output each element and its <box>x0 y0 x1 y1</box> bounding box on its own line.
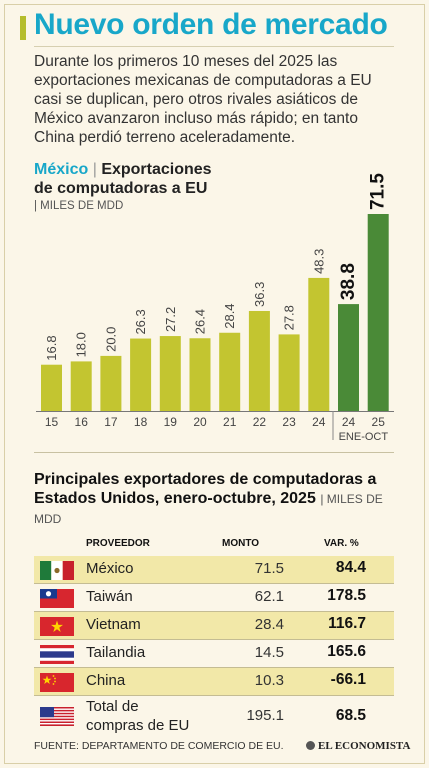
table-row: Taiwán 62.1 178.5 <box>34 584 394 611</box>
bar-value-label: 16.8 <box>44 335 59 360</box>
x-tick-label: 20 <box>193 415 207 429</box>
header-var: VAR. % <box>324 538 359 549</box>
row-name: México <box>86 560 134 577</box>
x-tick-label: 22 <box>253 415 267 429</box>
total-name-line-1: Total de <box>86 698 139 715</box>
bar-value-label: 38.8 <box>338 263 359 300</box>
total-amount: 195.1 <box>246 707 284 724</box>
bar-value-label: 28.4 <box>222 303 237 328</box>
row-var: -66.1 <box>330 671 366 688</box>
bar-value-label: 27.2 <box>163 307 178 332</box>
thailand-flag-icon <box>40 645 74 664</box>
table-title-unit: | MILES DE MDD <box>34 492 383 526</box>
brand-mark-icon <box>306 741 315 750</box>
title-accent-bar <box>20 16 26 40</box>
row-amount: 14.5 <box>254 644 284 661</box>
chart-heading-country: México <box>34 161 89 178</box>
row-amount: 28.4 <box>254 616 284 633</box>
table-row-total: Total de compras de EU 195.1 68.5 <box>34 697 394 735</box>
x-tick-label: 21 <box>223 415 237 429</box>
bar-chart: 16.8 15 18.0 16 20.0 17 26.3 18 27.2 19 26.4 20 28.4… <box>36 173 394 443</box>
row-name: Vietnam <box>86 616 141 633</box>
bar <box>100 355 122 411</box>
bar-value-label: 20.0 <box>103 327 118 352</box>
x-tick-label: 24 <box>342 415 356 429</box>
total-var: 68.5 <box>335 707 366 724</box>
source-note: FUENTE: DEPARTAMENTO DE COMERCIO DE EU. <box>34 740 284 752</box>
x-tick-label: 17 <box>104 415 118 429</box>
bar-value-label: 26.4 <box>193 309 208 334</box>
row-divider <box>34 583 394 584</box>
bar <box>248 310 270 411</box>
bar <box>159 336 181 411</box>
row-amount: 62.1 <box>254 588 284 605</box>
chart-unit-label: | MILES DE MDD <box>34 200 124 212</box>
row-name: Taiwán <box>86 588 133 605</box>
bar-value-label: 27.8 <box>282 305 297 330</box>
row-var: 165.6 <box>327 643 366 660</box>
table-row: Vietnam 28.4 116.7 <box>34 612 394 639</box>
bar <box>278 334 300 411</box>
chart-heading-title-2: de computadoras a EU <box>34 180 208 197</box>
table-row: México 71.5 84.4 <box>34 556 394 583</box>
period-label: ENE-OCT <box>339 431 389 443</box>
header-amount: MONTO <box>222 538 260 549</box>
mexico-flag-icon <box>40 561 74 580</box>
x-tick-label: 24 <box>312 415 326 429</box>
row-divider <box>34 639 394 640</box>
x-tick-label: 25 <box>372 415 386 429</box>
bar <box>308 277 330 411</box>
brand-name: EL ECONOMISTA <box>318 740 411 752</box>
row-var: 178.5 <box>327 587 366 604</box>
row-amount: 71.5 <box>254 560 284 577</box>
total-name-line-2: compras de EU <box>86 717 190 734</box>
bar <box>130 338 152 411</box>
bar <box>70 361 92 411</box>
title-divider <box>34 46 394 47</box>
table-row: Tailandia 14.5 165.6 <box>34 640 394 667</box>
bar <box>189 338 211 411</box>
bar <box>338 304 359 411</box>
x-tick-label: 23 <box>282 415 296 429</box>
row-divider <box>34 667 394 668</box>
bar-value-label: 36.3 <box>252 282 267 307</box>
row-var: 84.4 <box>335 559 366 576</box>
bar-value-label: 48.3 <box>311 249 326 274</box>
intro-text: Durante los primeros 10 meses del 2025 l… <box>34 53 372 146</box>
row-name: China <box>86 672 126 689</box>
chart-heading-title-1: Exportaciones <box>101 161 212 178</box>
row-name: Tailandia <box>86 644 146 661</box>
section-divider <box>34 452 394 453</box>
page-title: Nuevo orden de mercado <box>34 8 388 41</box>
bar <box>219 332 241 411</box>
total-name: Total de compras de EU <box>86 697 189 735</box>
usa-flag-icon <box>40 707 74 726</box>
table-title-text: Principales exportadores de computadoras… <box>34 471 377 507</box>
taiwan-flag-icon <box>40 589 74 608</box>
chart-heading-separator: | <box>92 161 97 178</box>
row-amount: 10.3 <box>254 672 284 689</box>
bar-value-label: 18.0 <box>74 332 89 357</box>
table-title: Principales exportadores de computadoras… <box>34 470 396 529</box>
infographic-frame <box>4 4 425 764</box>
table-row: China 10.3 -66.1 <box>34 668 394 695</box>
x-tick-label: 16 <box>75 415 89 429</box>
china-flag-icon <box>40 673 74 692</box>
x-tick-label: 18 <box>134 415 148 429</box>
brand-logo: EL ECONOMISTA <box>306 740 410 752</box>
row-divider <box>34 695 394 696</box>
vietnam-flag-icon <box>40 617 74 636</box>
row-divider <box>34 611 394 612</box>
bar <box>367 214 389 411</box>
row-var: 116.7 <box>328 615 366 632</box>
bar-value-label: 26.3 <box>133 309 148 334</box>
bar <box>41 364 62 411</box>
bar-value-label: 71.5 <box>368 173 389 210</box>
header-provider: PROVEEDOR <box>86 538 150 549</box>
x-tick-label: 15 <box>45 415 59 429</box>
chart-heading: México | Exportaciones de computadoras a… <box>34 160 212 198</box>
x-tick-label: 19 <box>164 415 178 429</box>
